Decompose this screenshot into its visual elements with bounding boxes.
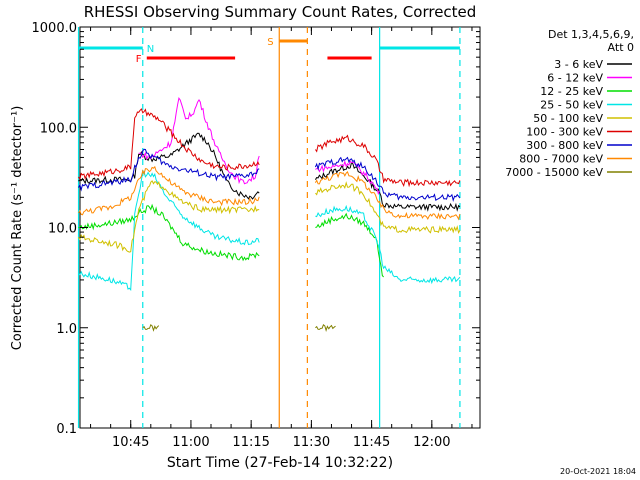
x-tick-label: 11:30 xyxy=(293,435,330,450)
series-line xyxy=(78,180,260,253)
series-line xyxy=(315,212,384,278)
legend-label: 6 - 12 keV xyxy=(547,72,603,85)
legend-label: 800 - 7000 keV xyxy=(519,153,603,166)
series-line xyxy=(78,203,260,262)
x-tick-label: 10:45 xyxy=(112,435,149,450)
plot-frame xyxy=(79,26,481,429)
series-line xyxy=(78,108,260,181)
time-markers xyxy=(77,27,461,428)
y-tick-label: 100.0 xyxy=(40,121,77,136)
footer-timestamp: 20-Oct-2021 18:04 xyxy=(560,467,636,476)
series-line xyxy=(315,181,461,234)
x-axis-label: Start Time (27-Feb-14 10:32:22) xyxy=(167,455,393,471)
series-line xyxy=(78,132,260,200)
x-tick-label: 11:00 xyxy=(172,435,209,450)
flag-label-N: N xyxy=(147,44,154,55)
series-line xyxy=(78,170,260,292)
y-tick-label: 0.1 xyxy=(56,422,77,437)
legend-label: 100 - 300 keV xyxy=(526,126,603,139)
series-line xyxy=(314,161,461,212)
series-line xyxy=(314,171,461,221)
legend-label: 300 - 800 keV xyxy=(526,139,603,152)
series-line xyxy=(78,148,260,192)
y-tick-label: 1000.0 xyxy=(32,21,78,36)
flag-label-S: S xyxy=(267,37,273,48)
x-tick-label: 11:15 xyxy=(232,435,269,450)
y-axis: 0.1 1.0 10.0 100.0 1000.0 xyxy=(32,21,480,437)
y-axis-label: Corrected Count Rate (s⁻¹ detector⁻¹) xyxy=(10,106,25,351)
legend-header-line-1: Det 1,3,4,5,6,9, xyxy=(548,28,634,41)
legend-label: 3 - 6 keV xyxy=(554,58,603,71)
y-tick-label: 10.0 xyxy=(48,222,77,237)
series-line xyxy=(315,159,381,196)
legend-label: 7000 - 15000 keV xyxy=(505,166,603,179)
y-tick-label: 1.0 xyxy=(56,322,77,337)
series-line xyxy=(78,165,260,216)
series-line xyxy=(314,156,461,202)
legend-label: 50 - 100 keV xyxy=(533,112,603,125)
x-tick-label: 12:00 xyxy=(413,435,450,450)
x-axis: 10:45 11:00 11:15 11:30 11:45 12:00 xyxy=(90,27,473,450)
series-line xyxy=(138,96,260,185)
chart-title: RHESSI Observing Summary Count Rates, Co… xyxy=(84,3,477,21)
legend-header-line-2: Att 0 xyxy=(608,41,634,54)
series-line xyxy=(314,134,461,188)
legend-label: 25 - 50 keV xyxy=(540,99,603,112)
series-group xyxy=(78,96,461,332)
series-line xyxy=(315,204,461,285)
series-line xyxy=(315,323,336,332)
plot-border xyxy=(79,26,481,429)
flag-bars: NF S xyxy=(78,37,460,65)
x-tick-label: 11:45 xyxy=(353,435,390,450)
legend-label: 12 - 25 keV xyxy=(540,85,603,98)
series-line xyxy=(142,323,160,332)
flag-label-F: F xyxy=(136,54,142,65)
